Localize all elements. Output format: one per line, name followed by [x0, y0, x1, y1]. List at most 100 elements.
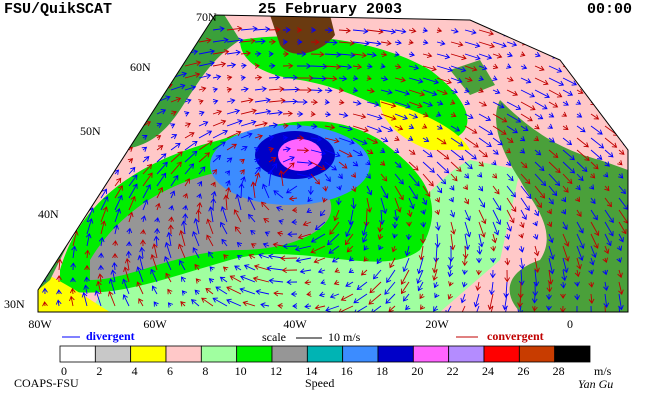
wind-arrow	[366, 63, 373, 70]
wind-arrow	[169, 190, 176, 199]
wind-arrow	[394, 135, 400, 141]
wind-arrow	[506, 113, 522, 123]
wind-arrow	[520, 185, 532, 200]
wind-arrow	[352, 87, 359, 93]
wind-arrow	[240, 62, 247, 69]
wind-arrow	[212, 297, 228, 307]
wind-arrow	[436, 65, 453, 73]
wind-arrow	[345, 221, 354, 238]
wind-arrow	[408, 113, 419, 119]
wind-arrow	[520, 77, 532, 84]
wind-arrow	[422, 161, 435, 173]
wind-arrow	[604, 101, 613, 107]
wind-arrow	[394, 113, 409, 121]
wind-arrow	[156, 39, 162, 45]
wind-arrow	[419, 293, 425, 300]
wind-arrow	[492, 137, 504, 146]
wind-arrow	[400, 269, 410, 285]
wind-arrow	[110, 269, 117, 283]
wind-arrow	[422, 173, 434, 187]
wind-arrow	[350, 172, 356, 178]
wind-arrow	[71, 99, 78, 105]
wind-arrow	[84, 249, 91, 259]
wind-arrow	[182, 192, 188, 199]
wind-arrow	[590, 209, 598, 221]
wind-arrow	[268, 278, 284, 284]
wind-arrow	[252, 276, 270, 283]
wind-arrow	[177, 243, 186, 259]
wind-arrow	[57, 111, 64, 117]
wind-arrow	[240, 119, 257, 127]
wind-arrow	[212, 61, 227, 68]
wind-arrow	[352, 52, 367, 59]
wind-arrow	[421, 123, 428, 129]
wind-arrow	[534, 65, 545, 72]
wind-arrow	[181, 220, 187, 235]
wind-arrow	[548, 173, 561, 187]
wind-arrow	[58, 84, 70, 91]
wind-arrow	[183, 111, 190, 117]
wind-arrow	[464, 233, 470, 251]
colorbar-tick: 16	[341, 364, 353, 378]
wind-arrow	[296, 63, 312, 69]
wind-arrow	[365, 173, 371, 179]
wind-arrow	[338, 125, 353, 132]
wind-arrow	[618, 125, 628, 136]
wind-arrow	[94, 290, 102, 307]
wind-arrow	[402, 293, 410, 302]
wind-arrow	[492, 41, 507, 48]
wind-arrow	[198, 37, 212, 44]
wind-arrow	[324, 27, 333, 34]
wind-arrow	[394, 76, 406, 83]
wind-arrow	[476, 257, 482, 264]
wind-arrow	[576, 257, 582, 270]
wind-arrow	[366, 185, 373, 196]
wind-arrow	[324, 111, 332, 118]
wind-arrow	[548, 137, 555, 143]
wind-arrow	[280, 255, 298, 262]
wind-arrow	[618, 53, 628, 59]
wind-arrow	[86, 60, 100, 67]
wind-arrow	[534, 101, 548, 110]
wind-arrow	[519, 136, 526, 142]
wind-arrow	[153, 235, 160, 247]
wind-arrow	[55, 299, 62, 307]
wind-arrow	[324, 75, 338, 82]
wind-arrow	[243, 264, 256, 271]
wind-arrow	[476, 245, 483, 255]
wind-arrow	[436, 53, 451, 60]
wind-arrow	[313, 257, 326, 264]
wind-arrow	[333, 279, 340, 286]
wind-arrow	[71, 181, 77, 187]
wind-arrow	[70, 193, 76, 200]
wind-arrow	[352, 125, 369, 133]
wind-arrow	[254, 147, 260, 153]
wind-arrow	[548, 161, 561, 174]
wind-arrow	[603, 293, 610, 308]
wind-arrow	[365, 160, 371, 166]
wind-arrow	[604, 209, 614, 224]
wind-arrow	[576, 173, 584, 182]
wind-arrow	[310, 173, 321, 185]
wind-arrow	[44, 82, 59, 91]
wind-arrow	[391, 245, 397, 253]
wind-arrow	[322, 185, 329, 192]
wind-arrow	[588, 305, 595, 312]
wind-arrow	[562, 161, 576, 174]
wind-arrow	[190, 299, 200, 307]
wind-arrow	[184, 98, 192, 104]
wind-arrow	[212, 119, 227, 127]
wind-arrow	[422, 149, 433, 158]
wind-arrow	[205, 287, 214, 295]
wind-arrow	[258, 253, 270, 259]
wind-arrow	[240, 25, 258, 32]
wind-arrow	[142, 73, 154, 79]
wind-arrow	[337, 173, 343, 180]
wind-arrow	[113, 158, 119, 164]
wind-arrow	[400, 281, 410, 295]
wind-arrow	[534, 161, 545, 172]
wind-arrow	[198, 99, 204, 105]
wind-arrow	[98, 252, 104, 259]
wind-arrow	[198, 86, 207, 92]
